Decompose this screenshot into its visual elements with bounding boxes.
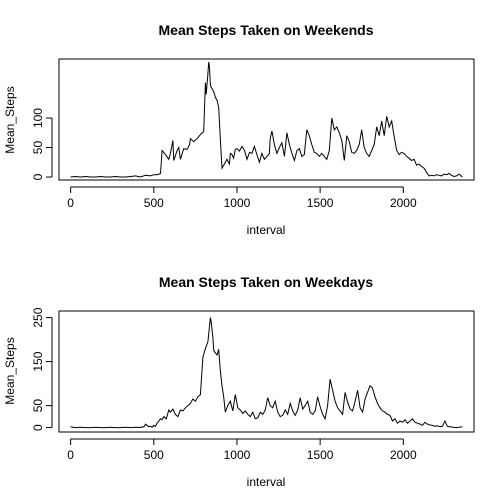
weekend-panel: Mean Steps Taken on Weekends interval Me… [3, 22, 475, 237]
series-line [70, 61, 463, 178]
x-axis-label: interval [247, 475, 286, 489]
x-tick-label: 500 [144, 196, 164, 210]
chart-title: Mean Steps Taken on Weekdays [159, 274, 373, 290]
y-tick-label: 0 [31, 173, 45, 180]
y-tick-label: 50 [31, 141, 45, 155]
y-tick-label: 250 [31, 307, 45, 327]
plot-box [58, 310, 475, 433]
y-axis-label: Mean_Steps [3, 337, 17, 404]
x-tick-label: 1500 [307, 196, 334, 210]
y-axis-label: Mean_Steps [3, 86, 17, 153]
x-tick-label: 1000 [224, 448, 251, 462]
x-axis-label: interval [247, 223, 286, 237]
x-tick-label: 500 [144, 448, 164, 462]
series-line [70, 317, 463, 429]
x-tick-label: 1000 [224, 196, 251, 210]
x-tick-label: 0 [67, 448, 74, 462]
x-tick-label: 2000 [390, 448, 417, 462]
y-tick-label: 50 [31, 399, 45, 413]
y-tick-label: 150 [31, 351, 45, 371]
x-tick-label: 0 [67, 196, 74, 210]
x-tick-label: 1500 [307, 448, 334, 462]
y-tick-label: 0 [31, 424, 45, 431]
weekday-panel: Mean Steps Taken on Weekdays interval Me… [3, 274, 475, 489]
plot-box [58, 58, 475, 181]
chart-title: Mean Steps Taken on Weekends [159, 22, 374, 38]
x-tick-label: 2000 [390, 196, 417, 210]
y-tick-label: 100 [31, 108, 45, 128]
